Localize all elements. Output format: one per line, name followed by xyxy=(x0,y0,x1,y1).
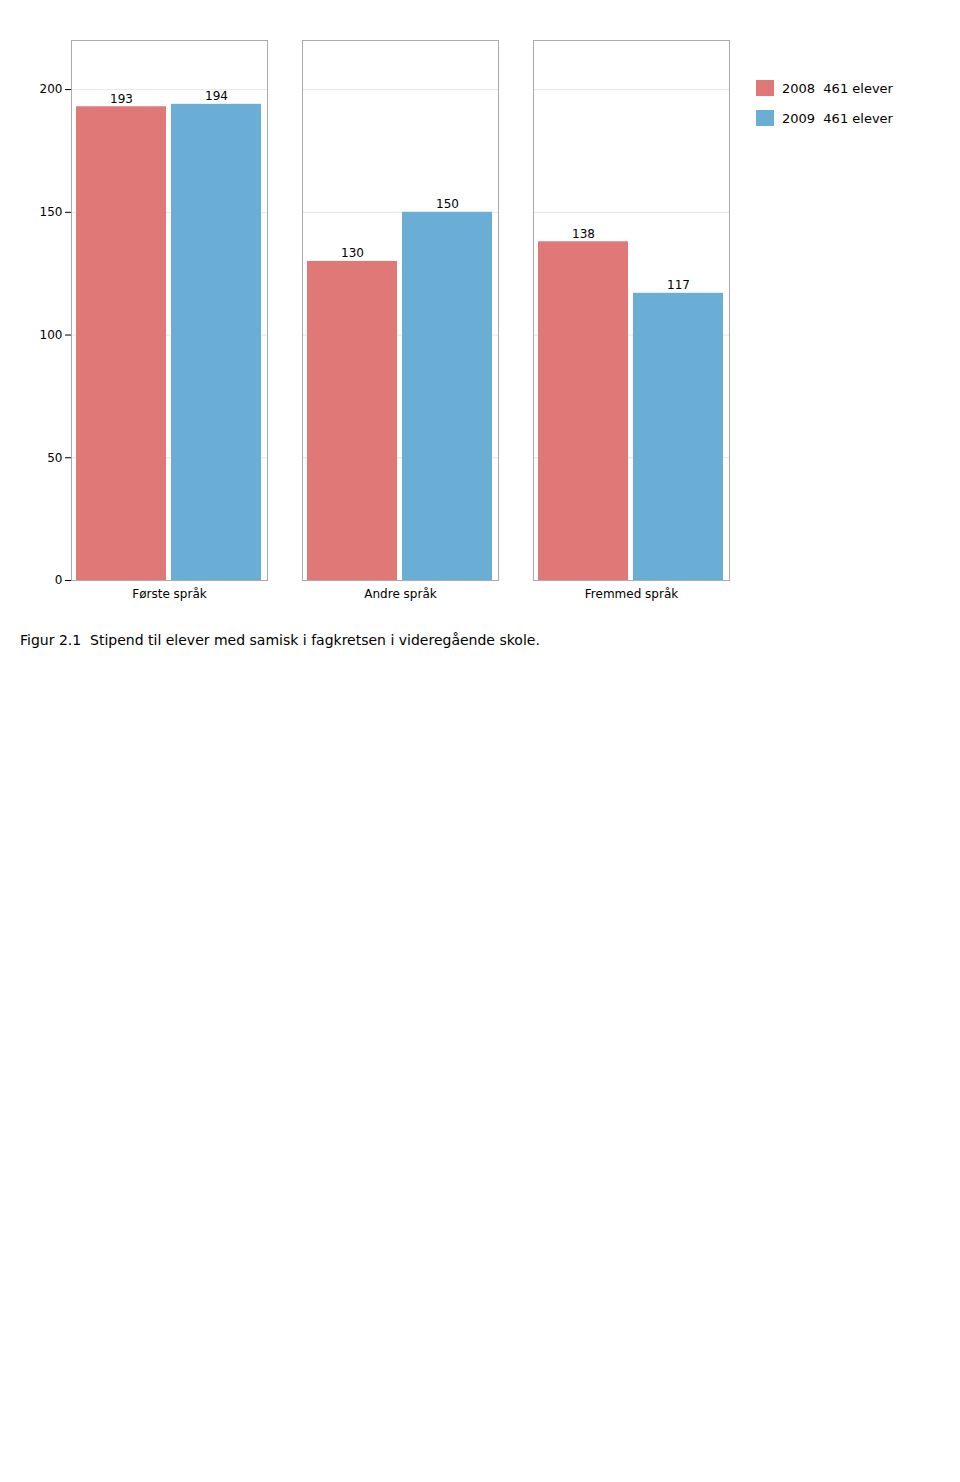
svg-text:138: 138 xyxy=(572,227,595,241)
svg-text:150: 150 xyxy=(436,197,459,211)
svg-text:Første språk: Første språk xyxy=(132,587,206,601)
svg-text:194: 194 xyxy=(205,89,228,103)
svg-text:100: 100 xyxy=(40,328,63,342)
svg-text:117: 117 xyxy=(667,278,690,292)
svg-text:150: 150 xyxy=(40,205,63,219)
html-text:Figur 2.1 Stipend til elever m: Figur 2.1 Stipend til elever med samisk … xyxy=(20,632,540,648)
svg-text:Fremmed språk: Fremmed språk xyxy=(585,587,678,601)
svg-text:200: 200 xyxy=(40,82,63,96)
html-text:2008 461 elever: 2008 461 elever xyxy=(782,80,893,96)
html-text:2009 461 elever: 2009 461 elever xyxy=(782,110,893,126)
svg-text:0: 0 xyxy=(55,573,63,587)
svg-text:130: 130 xyxy=(341,246,364,260)
svg-text:Andre språk: Andre språk xyxy=(364,587,436,601)
svg-text:50: 50 xyxy=(47,451,62,465)
svg-text:193: 193 xyxy=(110,92,133,106)
